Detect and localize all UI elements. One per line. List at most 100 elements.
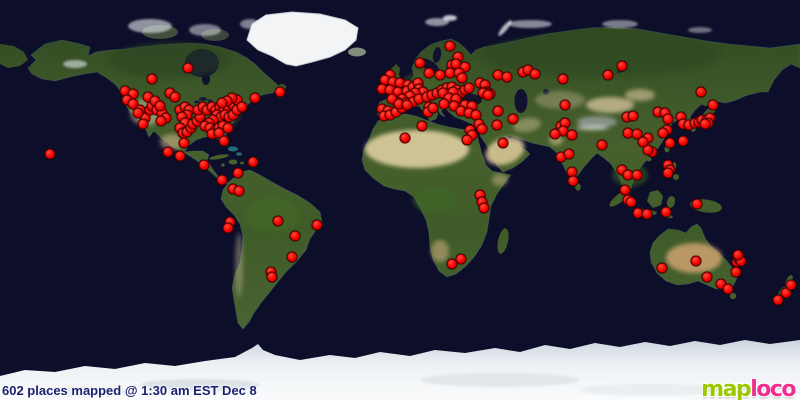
location-marker bbox=[154, 100, 166, 112]
location-marker bbox=[236, 101, 248, 113]
jamaica bbox=[221, 163, 225, 167]
location-marker bbox=[677, 135, 689, 147]
location-marker bbox=[637, 136, 649, 148]
location-marker bbox=[286, 251, 298, 263]
location-marker bbox=[444, 40, 456, 52]
location-marker bbox=[169, 91, 181, 103]
location-marker bbox=[722, 283, 734, 295]
sulawesi bbox=[666, 196, 676, 208]
sri-lanka bbox=[575, 183, 581, 191]
location-marker bbox=[249, 92, 261, 104]
location-marker bbox=[566, 129, 578, 141]
james-bay bbox=[202, 73, 210, 85]
location-marker bbox=[707, 99, 719, 111]
location-marker bbox=[401, 99, 413, 111]
location-marker bbox=[137, 118, 149, 130]
arctic-ice bbox=[189, 24, 221, 36]
location-marker bbox=[695, 86, 707, 98]
location-marker bbox=[631, 169, 643, 181]
location-marker bbox=[266, 271, 278, 283]
location-marker bbox=[656, 262, 668, 274]
madagascar bbox=[497, 228, 509, 254]
location-marker bbox=[459, 61, 471, 73]
bahamas-shelf bbox=[228, 146, 238, 152]
location-marker bbox=[146, 73, 158, 85]
location-marker bbox=[222, 222, 234, 234]
location-marker bbox=[662, 167, 674, 179]
location-marker bbox=[492, 105, 504, 117]
arctic-clouds bbox=[425, 15, 712, 36]
great-lakes bbox=[199, 97, 207, 101]
location-marker bbox=[557, 73, 569, 85]
location-marker bbox=[657, 127, 669, 139]
location-marker bbox=[232, 167, 244, 179]
location-marker bbox=[463, 82, 475, 94]
location-marker bbox=[162, 146, 174, 158]
location-marker bbox=[182, 62, 194, 74]
location-marker bbox=[497, 137, 509, 149]
location-marker bbox=[272, 215, 284, 227]
location-marker bbox=[427, 102, 439, 114]
hispaniola bbox=[228, 159, 238, 165]
location-marker bbox=[476, 123, 488, 135]
alaska-snow bbox=[63, 60, 87, 68]
location-marker bbox=[132, 107, 144, 119]
cuba bbox=[209, 154, 229, 160]
location-marker bbox=[491, 119, 503, 131]
location-marker bbox=[216, 97, 228, 109]
location-marker bbox=[289, 230, 301, 242]
location-marker bbox=[482, 89, 494, 101]
status-text: 602 places mapped @ 1:30 am EST Dec 8 bbox=[2, 383, 257, 398]
location-marker bbox=[616, 60, 628, 72]
maploco-logo[interactable]: maploco bbox=[701, 377, 796, 400]
location-marker bbox=[691, 198, 703, 210]
location-marker bbox=[155, 115, 167, 127]
location-marker bbox=[507, 113, 519, 125]
location-marker bbox=[627, 110, 639, 122]
puerto-rico bbox=[239, 161, 245, 165]
location-marker bbox=[461, 134, 473, 146]
tasmania bbox=[729, 292, 737, 300]
location-marker bbox=[785, 279, 797, 291]
location-marker bbox=[218, 135, 230, 147]
arctic-ice bbox=[128, 19, 172, 33]
greenland bbox=[246, 11, 359, 67]
location-marker bbox=[178, 137, 190, 149]
location-marker bbox=[664, 137, 676, 149]
location-marker bbox=[563, 148, 575, 160]
location-marker bbox=[625, 196, 637, 208]
gulf-of-bothnia bbox=[432, 47, 442, 63]
antarctica-texture bbox=[30, 373, 720, 397]
location-marker bbox=[641, 208, 653, 220]
caspian-sea bbox=[514, 89, 528, 113]
location-marker bbox=[446, 258, 458, 270]
location-marker bbox=[730, 266, 742, 278]
location-marker bbox=[660, 206, 672, 218]
location-marker bbox=[222, 122, 234, 134]
location-marker bbox=[732, 249, 744, 261]
logo-loco-text: loco bbox=[750, 377, 796, 400]
location-marker bbox=[501, 71, 513, 83]
location-marker bbox=[247, 156, 259, 168]
borneo bbox=[647, 190, 663, 208]
location-marker bbox=[455, 253, 467, 265]
location-marker bbox=[701, 271, 713, 283]
location-marker bbox=[423, 67, 435, 79]
location-marker bbox=[416, 120, 428, 132]
location-marker bbox=[772, 294, 784, 306]
location-marker bbox=[44, 148, 56, 160]
location-marker bbox=[602, 69, 614, 81]
location-marker bbox=[198, 159, 210, 171]
location-marker bbox=[456, 72, 468, 84]
location-marker bbox=[529, 68, 541, 80]
hainan bbox=[646, 156, 652, 162]
logo-map-text: map bbox=[701, 377, 752, 400]
bahamas-shelf bbox=[236, 152, 242, 156]
location-marker bbox=[174, 150, 186, 162]
location-marker bbox=[596, 139, 608, 151]
location-marker bbox=[699, 118, 711, 130]
location-marker bbox=[311, 219, 323, 231]
